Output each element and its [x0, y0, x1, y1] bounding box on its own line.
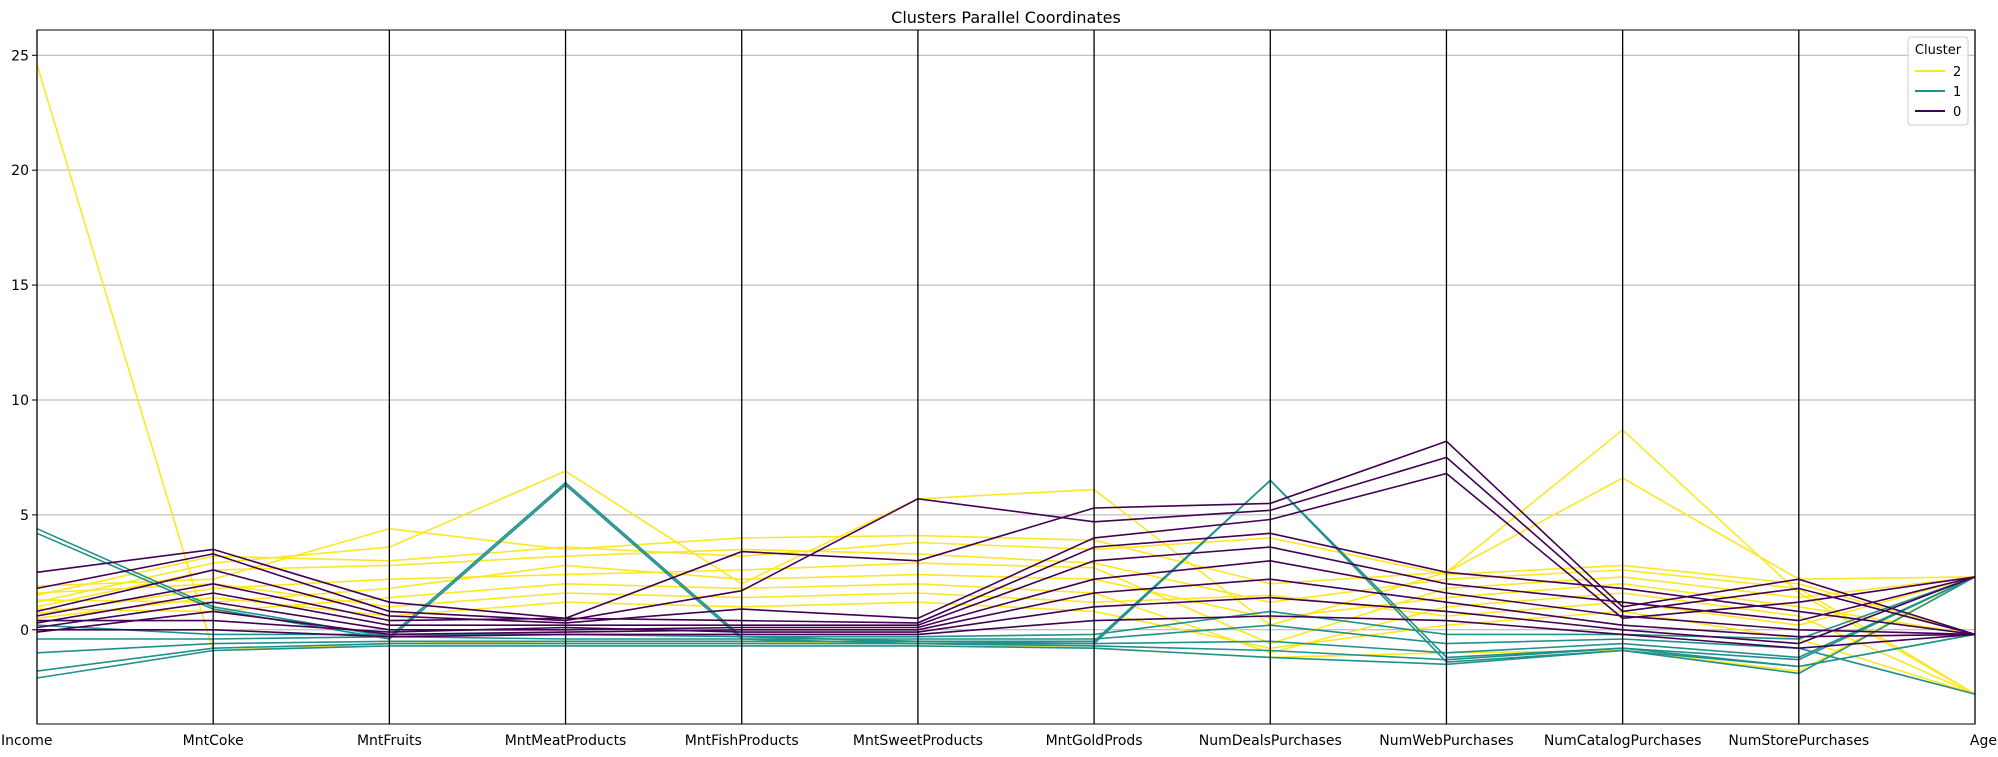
x-tick-label: Age: [1970, 733, 1997, 749]
x-tick-label: Income: [1, 733, 53, 749]
series-line-cluster-2: [36, 564, 1976, 636]
x-tick-label: NumCatalogPurchases: [1544, 733, 1702, 749]
y-tick-label: 5: [20, 508, 29, 524]
series-line-cluster-1: [36, 576, 1976, 659]
series-line-cluster-1: [36, 576, 1976, 679]
series-line-cluster-2: [36, 562, 1976, 645]
plot-frame: [36, 29, 1976, 725]
y-ticks: 0 5 10 15 20 25: [11, 48, 37, 639]
series-line-cluster-1: [36, 479, 1976, 661]
y-tick-label: 0: [20, 623, 29, 639]
x-tick-label: MntCoke: [183, 733, 244, 749]
legend-label: 2: [1953, 65, 1961, 80]
y-tick-label: 15: [11, 278, 29, 294]
y-tick-label: 10: [11, 393, 29, 409]
series-line-cluster-0: [36, 472, 1976, 624]
x-tick-label: NumWebPurchases: [1379, 733, 1513, 749]
x-tick-label: MntFishProducts: [685, 733, 799, 749]
series-line-cluster-0: [36, 559, 1976, 636]
series-line-cluster-0: [37, 615, 1976, 650]
series-line-cluster-0: [37, 576, 1976, 645]
legend-label: 1: [1953, 85, 1961, 100]
series-line-cluster-2: [36, 582, 1976, 695]
y-tick-label: 25: [11, 48, 29, 64]
legend-title: Cluster: [1915, 43, 1962, 58]
series-line-cluster-2: [36, 537, 1976, 636]
x-tick-labels: Income MntCoke MntFruits MntMeatProducts Mnt…: [1, 733, 1997, 749]
x-tick-label: NumStorePurchases: [1728, 733, 1869, 749]
series-line-cluster-2: [36, 477, 1976, 587]
series-line-cluster-2: [36, 428, 1976, 695]
series-line-cluster-0: [36, 546, 1976, 627]
legend-label: 0: [1953, 105, 1961, 120]
series-line-cluster-1: [36, 576, 1976, 640]
x-tick-label: MntMeatProducts: [505, 733, 627, 749]
chart-title: Clusters Parallel Coordinates: [891, 8, 1121, 27]
x-tick-label: MntGoldProds: [1046, 733, 1143, 749]
series-line-cluster-2: [36, 548, 1976, 695]
series-line-cluster-0: [36, 440, 1976, 636]
legend: Cluster 2 1 0: [1907, 36, 1969, 126]
series-line-cluster-0: [36, 456, 1976, 636]
legend-entries: 2 1 0: [1915, 65, 1961, 120]
y-tick-label: 20: [11, 163, 29, 179]
x-tick-label: NumDealsPurchases: [1199, 733, 1342, 749]
series-line-cluster-1: [37, 624, 1976, 695]
series-line-cluster-0: [36, 532, 1976, 636]
legend-box: [1907, 36, 1969, 126]
series-line-cluster-1: [36, 633, 1976, 672]
series-lines: [36, 64, 1976, 695]
x-tick-label: MntSweetProducts: [853, 733, 983, 749]
x-tick-label: MntFruits: [357, 733, 422, 749]
